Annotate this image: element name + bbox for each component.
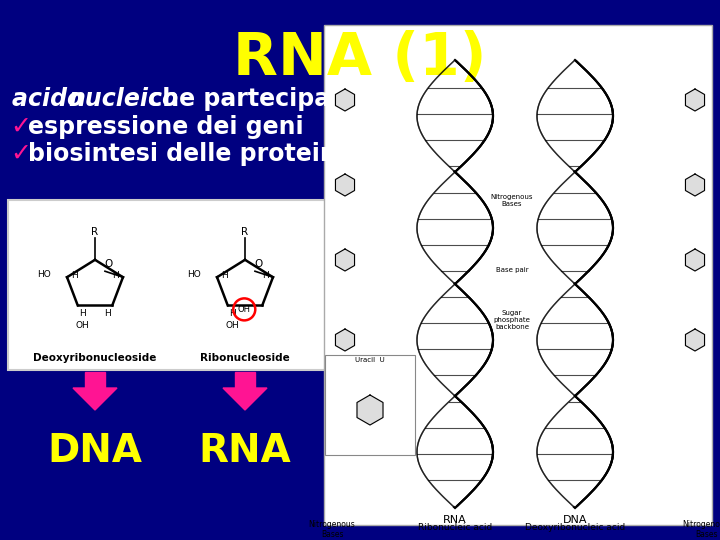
Text: biosintesi delle proteine: biosintesi delle proteine xyxy=(28,142,353,166)
Text: RNA: RNA xyxy=(443,515,467,525)
Bar xyxy=(324,25,712,525)
Text: RNA (1): RNA (1) xyxy=(233,30,487,87)
Text: acido: acido xyxy=(12,87,91,111)
Polygon shape xyxy=(73,388,117,410)
Text: Sugar
phosphate
backbone: Sugar phosphate backbone xyxy=(494,310,531,330)
Text: ✓: ✓ xyxy=(10,142,31,166)
Polygon shape xyxy=(357,395,383,425)
Text: che partecipa ai processi di:: che partecipa ai processi di: xyxy=(140,87,524,111)
Text: R: R xyxy=(91,227,99,237)
Text: nucleico: nucleico xyxy=(68,87,179,111)
Text: Nitrogenous
Bases: Nitrogenous Bases xyxy=(309,520,356,539)
Polygon shape xyxy=(685,174,705,196)
Text: O: O xyxy=(255,259,263,269)
Text: R: R xyxy=(241,227,248,237)
Text: O: O xyxy=(105,259,113,269)
Polygon shape xyxy=(85,372,105,388)
Text: HO: HO xyxy=(37,271,50,279)
Text: OH: OH xyxy=(226,321,240,330)
Text: Deoxyribonucleoside: Deoxyribonucleoside xyxy=(33,353,157,363)
Text: H: H xyxy=(220,271,228,280)
Text: Deoxyribonucleic acid: Deoxyribonucleic acid xyxy=(525,523,625,532)
Text: Ribonucleoside: Ribonucleoside xyxy=(200,353,290,363)
Text: HO: HO xyxy=(186,271,200,279)
Polygon shape xyxy=(336,89,354,111)
Text: RNA: RNA xyxy=(199,432,292,470)
Text: H: H xyxy=(263,271,269,280)
Text: Nitrogenous
Bases: Nitrogenous Bases xyxy=(491,193,534,206)
Bar xyxy=(8,200,338,370)
Text: Base pair: Base pair xyxy=(495,267,528,273)
Text: H: H xyxy=(230,309,236,318)
Text: ✓: ✓ xyxy=(10,115,31,139)
Text: Nitrogenous
Bases: Nitrogenous Bases xyxy=(683,520,720,539)
Polygon shape xyxy=(235,372,255,388)
Text: Ribonucleic acid: Ribonucleic acid xyxy=(418,523,492,532)
Polygon shape xyxy=(685,249,705,271)
Text: H: H xyxy=(71,271,78,280)
Polygon shape xyxy=(685,89,705,111)
Polygon shape xyxy=(685,329,705,351)
Polygon shape xyxy=(336,174,354,196)
Polygon shape xyxy=(336,329,354,351)
Polygon shape xyxy=(336,249,354,271)
Text: H: H xyxy=(79,309,86,318)
Text: espressione dei geni: espressione dei geni xyxy=(28,115,304,139)
Text: DNA: DNA xyxy=(48,432,143,470)
Polygon shape xyxy=(223,388,267,410)
Text: DNA: DNA xyxy=(563,515,588,525)
Bar xyxy=(325,355,415,455)
Text: H: H xyxy=(112,271,120,280)
Text: Uracil  U: Uracil U xyxy=(355,357,385,363)
Text: H: H xyxy=(104,309,111,318)
Text: OH: OH xyxy=(76,321,89,330)
Text: OH: OH xyxy=(238,305,251,314)
